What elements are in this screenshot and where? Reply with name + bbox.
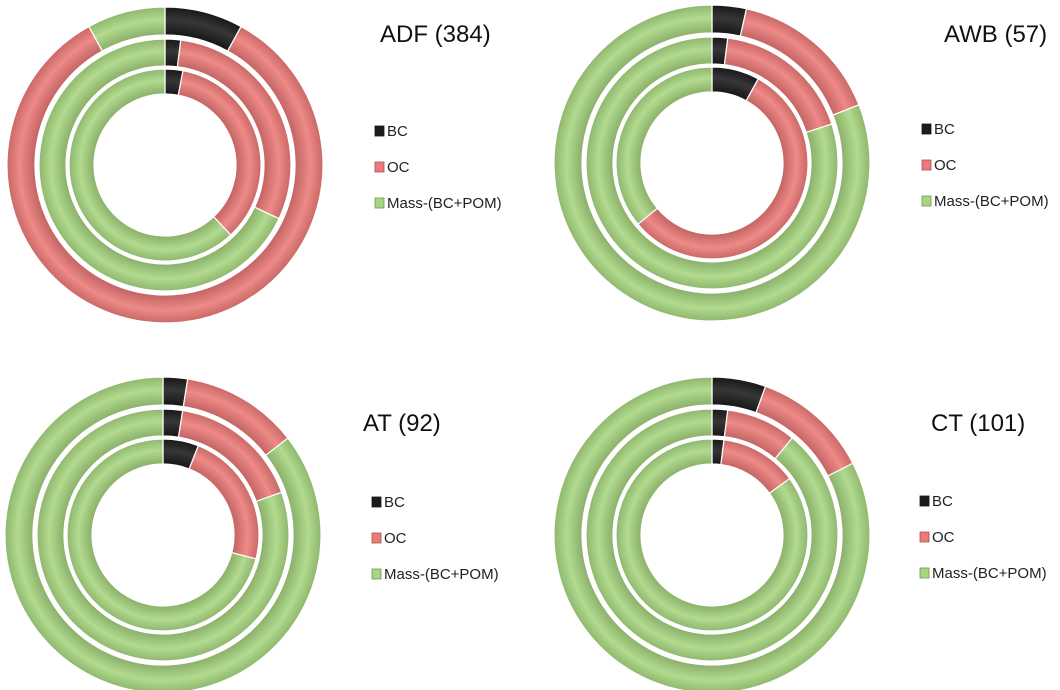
chart-adf-384: ADF (384) BC OC Mass-(BC+POM): [6, 6, 502, 324]
slice-outer-ring-oc: [6, 25, 324, 324]
legend-label-oc: OC: [932, 529, 955, 546]
legend-swatch-bc: [921, 123, 932, 135]
legend-swatch-oc: [919, 531, 930, 543]
legend: BC OC Mass-(BC+POM): [921, 121, 1049, 210]
chart-title: CT (101): [931, 410, 1025, 437]
slice-middle-ring-mass-bc-pom: [585, 36, 839, 290]
legend-swatch-bc: [371, 496, 382, 508]
legend-swatch-oc: [374, 161, 385, 173]
legend: BC OC Mass-(BC+POM): [919, 493, 1047, 582]
chart-awb-57: AWB (57) BC OC Mass-(BC+POM): [553, 4, 1049, 322]
chart-ct-101: CT (101) BC OC Mass-(BC+POM): [553, 376, 1047, 690]
legend-swatch-bc: [919, 495, 930, 507]
legend-swatch-mass-bc-pom: [921, 195, 932, 207]
legend-label-bc: BC: [387, 123, 408, 140]
legend-label-bc: BC: [384, 494, 405, 511]
legend-swatch-mass-bc-pom: [371, 568, 382, 580]
legend-swatch-bc: [374, 125, 385, 137]
chart-title: AT (92): [363, 410, 441, 437]
slice-inner-ring-mass-bc-pom: [66, 438, 257, 632]
legend: BC OC Mass-(BC+POM): [371, 494, 499, 583]
legend-swatch-oc: [921, 159, 932, 171]
legend-label-oc: OC: [387, 159, 410, 176]
legend-label-mass-bc-pom: Mass-(BC+POM): [932, 565, 1047, 582]
legend-label-bc: BC: [934, 121, 955, 138]
legend: BC OC Mass-(BC+POM): [374, 123, 502, 212]
slice-middle-ring-mass-bc-pom: [38, 38, 280, 292]
slice-outer-ring-mass-bc-pom: [553, 376, 871, 690]
legend-swatch-oc: [371, 532, 382, 544]
legend-swatch-mass-bc-pom: [919, 567, 930, 579]
slice-outer-ring-mass-bc-pom: [4, 376, 322, 690]
legend-label-mass-bc-pom: Mass-(BC+POM): [387, 195, 502, 212]
slice-inner-ring-mass-bc-pom: [68, 68, 232, 262]
legend-label-bc: BC: [932, 493, 953, 510]
slice-inner-ring-mass-bc-pom: [615, 438, 809, 632]
legend-label-oc: OC: [384, 530, 407, 547]
chart-title: AWB (57): [944, 21, 1047, 48]
legend-label-oc: OC: [934, 157, 957, 174]
slice-outer-ring-mass-bc-pom: [553, 4, 871, 322]
legend-label-mass-bc-pom: Mass-(BC+POM): [934, 193, 1049, 210]
chart-at-92: AT (92) BC OC Mass-(BC+POM): [4, 376, 499, 690]
slice-middle-ring-mass-bc-pom: [36, 408, 290, 662]
slice-middle-ring-mass-bc-pom: [585, 408, 839, 662]
chart-title: ADF (384): [380, 21, 491, 48]
slice-outer-ring-mass-bc-pom: [88, 6, 166, 52]
slice-inner-ring-oc: [637, 78, 809, 260]
slice-inner-ring-mass-bc-pom: [615, 66, 713, 226]
legend-swatch-mass-bc-pom: [374, 197, 385, 209]
legend-label-mass-bc-pom: Mass-(BC+POM): [384, 566, 499, 583]
